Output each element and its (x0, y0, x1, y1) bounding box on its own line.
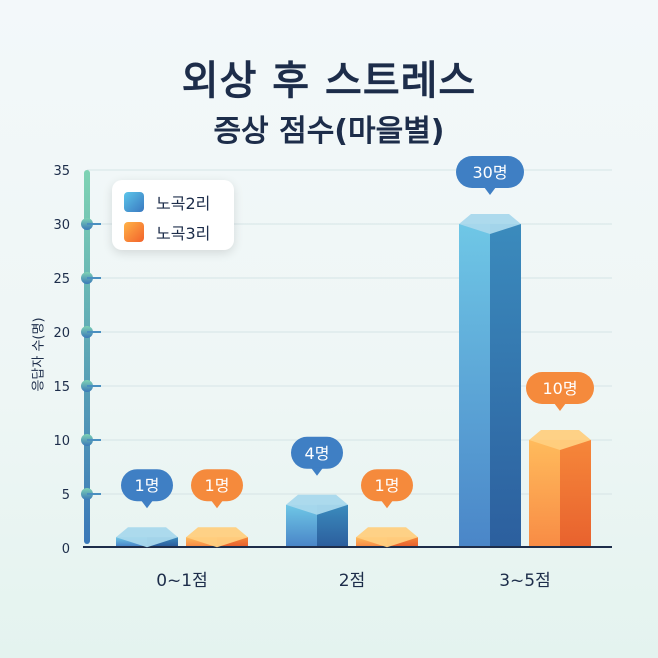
y-tick-label: 20 (53, 326, 70, 341)
data-label: 1명 (135, 476, 160, 495)
bar-top (459, 214, 521, 234)
x-tick-label: 2점 (339, 571, 365, 591)
bar-side (490, 224, 521, 546)
y-tick-label: 15 (53, 380, 70, 395)
legend-swatch-orange (124, 222, 144, 242)
data-label-bubble (291, 436, 343, 469)
data-label: 1명 (375, 476, 400, 495)
legend-item-series-1: 노곡2리 (124, 190, 210, 214)
y-tick-label: 25 (53, 272, 70, 287)
bar-top (529, 430, 591, 450)
y-axis-line (84, 170, 90, 544)
x-tick-label: 0~1점 (156, 571, 208, 591)
y-tick-label: 30 (53, 218, 70, 233)
bar-front (529, 440, 560, 546)
legend-swatch-blue (124, 192, 144, 212)
data-label-pointer (311, 467, 323, 476)
y-tick-label: 35 (53, 164, 70, 179)
y-tick-label: 10 (53, 434, 70, 449)
data-label-bubble (191, 469, 243, 502)
y-tick-label: 0 (62, 542, 70, 557)
bar-top (116, 527, 178, 548)
data-label: 10명 (542, 379, 577, 398)
bar-front (459, 224, 490, 546)
data-label-pointer (381, 500, 393, 509)
data-label-bubble (361, 469, 413, 502)
y-axis-label: 응답자 수(명) (31, 317, 47, 392)
data-label-pointer (554, 403, 566, 411)
data-label-bubble (526, 372, 594, 404)
y-tick-label: 5 (62, 488, 70, 503)
bar-top (286, 494, 348, 515)
bar-side (560, 440, 591, 546)
x-tick-label: 3~5점 (499, 571, 551, 591)
data-label-bubble (121, 469, 173, 502)
legend-label: 노곡3리 (156, 224, 211, 243)
data-label: 1명 (205, 476, 230, 495)
data-label: 30명 (472, 163, 507, 182)
data-label-bubble (456, 156, 524, 188)
legend-label: 노곡2리 (156, 194, 211, 213)
data-label-pointer (484, 187, 496, 195)
data-label: 4명 (305, 444, 330, 463)
data-label-pointer (211, 500, 223, 509)
data-label-pointer (141, 500, 153, 509)
bar-top (186, 527, 248, 548)
legend: 노곡2리 노곡3리 (112, 180, 234, 250)
chart-title-line2: 증상 점수(마을별) (213, 114, 445, 149)
chart-title-line1: 외상 후 스트레스 (181, 58, 477, 104)
legend-item-series-2: 노곡3리 (124, 220, 210, 244)
bar-top (356, 527, 418, 548)
